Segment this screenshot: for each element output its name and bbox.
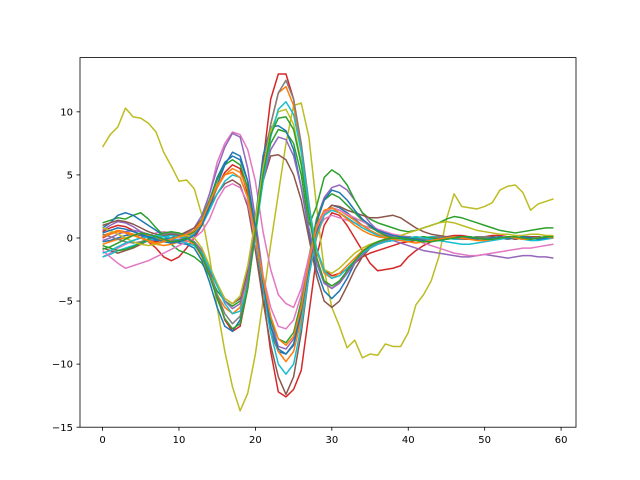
series-line-0 — [102, 73, 554, 333]
series-line-16 — [102, 182, 554, 330]
x-tick-label: 50 — [478, 435, 491, 446]
y-tick-label: 10 — [60, 107, 73, 118]
series-line-1 — [102, 164, 554, 398]
y-tick-label: −15 — [52, 423, 73, 434]
series-line-9 — [102, 85, 554, 315]
x-tick-label: 30 — [325, 435, 338, 446]
series-line-14 — [102, 159, 554, 344]
series-line-21 — [102, 116, 554, 330]
x-tick-label: 20 — [249, 435, 262, 446]
series-line-6 — [102, 124, 554, 333]
plot-frame — [79, 57, 577, 428]
y-axis: −15 −10 −5 0 5 10 — [52, 107, 80, 434]
x-tick-label: 10 — [173, 435, 186, 446]
series-layer — [101, 73, 554, 412]
x-tick-label: 0 — [99, 435, 105, 446]
y-tick-label: −5 — [58, 297, 73, 308]
y-tick-label: 0 — [67, 234, 73, 245]
x-tick-label: 60 — [555, 435, 568, 446]
x-tick-label: 40 — [402, 435, 415, 446]
series-line-19 — [102, 151, 554, 355]
y-tick-label: 5 — [67, 171, 73, 182]
y-tick-label: −10 — [52, 360, 73, 371]
series-line-18 — [102, 101, 554, 315]
series-line-5 — [102, 128, 554, 307]
x-axis: 0 10 20 30 40 50 60 — [99, 427, 567, 446]
series-line-2 — [101, 102, 554, 412]
series-line-20 — [102, 171, 554, 346]
